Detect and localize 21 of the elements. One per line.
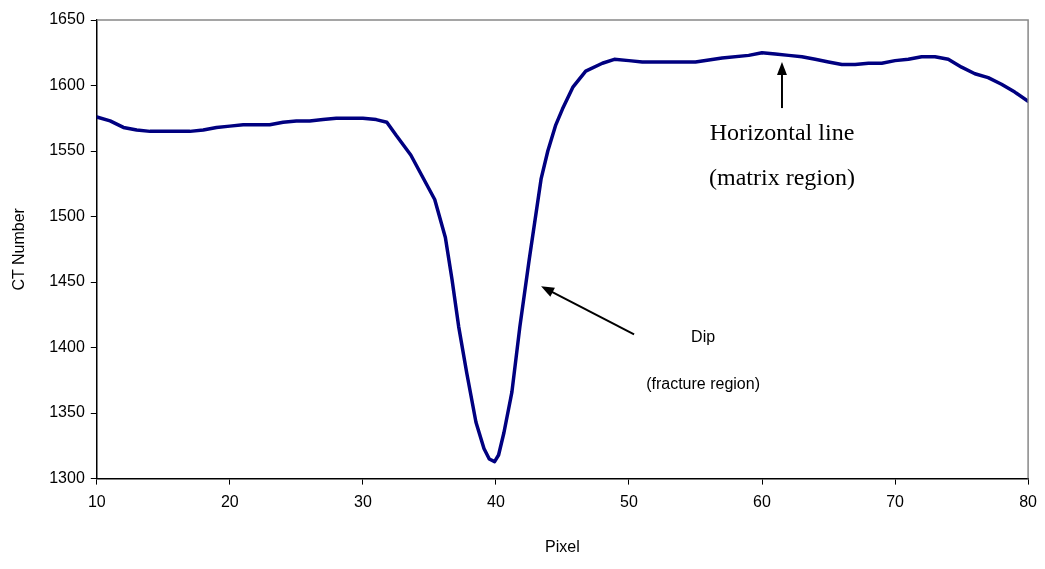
annotation: (fracture region) [646, 375, 760, 393]
x-tick-label: 10 [87, 492, 106, 510]
x-tick-label: 70 [886, 492, 905, 510]
x-tick-label: 40 [487, 492, 505, 510]
y-tick-label: 1300 [49, 469, 85, 487]
x-axis-title: Pixel [545, 537, 580, 555]
y-tick-label: 1500 [49, 206, 85, 224]
y-tick-label: 1350 [49, 403, 85, 421]
annotation: Horizontal line (matrix region) [708, 119, 855, 191]
x-tick-label: 60 [753, 492, 772, 510]
y-tick-label: 1400 [49, 337, 85, 355]
y-tick-label: 1450 [49, 272, 85, 290]
x-tick-label: 80 [1019, 492, 1038, 510]
y-axis-title: CT Number [10, 207, 28, 291]
x-tick-label: 30 [353, 492, 372, 510]
y-tick-label: 1650 [49, 10, 85, 28]
y-tick-label: 1600 [49, 75, 85, 93]
x-tick-label: 20 [220, 492, 239, 510]
annotation: Dip [691, 327, 716, 345]
y-tick-label: 1550 [49, 141, 85, 159]
x-tick-label: 50 [620, 492, 638, 510]
